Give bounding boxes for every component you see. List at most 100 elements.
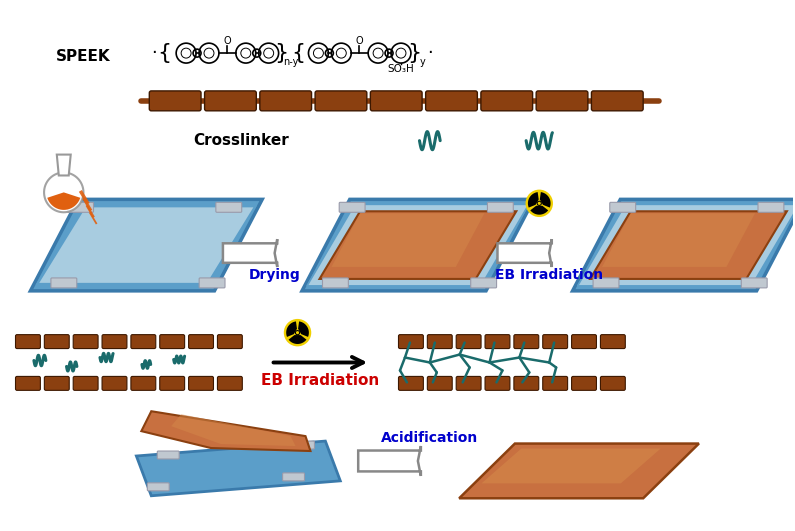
Circle shape — [537, 201, 542, 206]
FancyBboxPatch shape — [487, 202, 514, 212]
Polygon shape — [137, 441, 340, 496]
Polygon shape — [498, 239, 552, 267]
FancyBboxPatch shape — [591, 91, 643, 111]
Polygon shape — [482, 449, 661, 483]
FancyBboxPatch shape — [131, 335, 156, 348]
Text: ·: · — [427, 44, 432, 62]
FancyBboxPatch shape — [160, 376, 184, 390]
FancyBboxPatch shape — [323, 278, 348, 288]
Polygon shape — [577, 204, 795, 286]
FancyBboxPatch shape — [481, 91, 533, 111]
FancyBboxPatch shape — [485, 335, 510, 348]
FancyBboxPatch shape — [282, 473, 304, 481]
FancyBboxPatch shape — [102, 335, 127, 348]
Text: ·: · — [151, 44, 157, 62]
FancyBboxPatch shape — [370, 91, 422, 111]
Polygon shape — [540, 192, 551, 208]
Text: y: y — [420, 57, 426, 67]
Polygon shape — [590, 211, 787, 279]
Circle shape — [284, 319, 312, 346]
FancyBboxPatch shape — [456, 335, 481, 348]
FancyBboxPatch shape — [204, 91, 256, 111]
Polygon shape — [572, 199, 795, 291]
Polygon shape — [47, 192, 80, 210]
Polygon shape — [332, 213, 484, 267]
FancyBboxPatch shape — [514, 376, 539, 390]
Polygon shape — [307, 204, 529, 286]
FancyBboxPatch shape — [73, 335, 98, 348]
FancyBboxPatch shape — [218, 335, 242, 348]
FancyBboxPatch shape — [157, 451, 179, 459]
Polygon shape — [359, 446, 421, 476]
Text: SO₃H: SO₃H — [388, 64, 414, 74]
FancyBboxPatch shape — [149, 91, 201, 111]
FancyBboxPatch shape — [610, 202, 636, 212]
Polygon shape — [460, 443, 699, 498]
Text: }: } — [274, 43, 289, 63]
FancyBboxPatch shape — [572, 376, 596, 390]
FancyBboxPatch shape — [51, 278, 77, 288]
Polygon shape — [320, 211, 516, 279]
Polygon shape — [530, 205, 549, 215]
FancyBboxPatch shape — [398, 376, 424, 390]
FancyBboxPatch shape — [758, 202, 784, 212]
FancyBboxPatch shape — [68, 202, 94, 212]
FancyBboxPatch shape — [315, 91, 366, 111]
FancyBboxPatch shape — [425, 91, 477, 111]
Polygon shape — [289, 335, 306, 344]
FancyBboxPatch shape — [73, 376, 98, 390]
Text: O: O — [355, 36, 363, 46]
FancyBboxPatch shape — [543, 335, 568, 348]
FancyBboxPatch shape — [218, 376, 242, 390]
Text: }: } — [407, 43, 421, 63]
FancyBboxPatch shape — [485, 376, 510, 390]
FancyBboxPatch shape — [160, 335, 184, 348]
Polygon shape — [56, 155, 71, 175]
FancyBboxPatch shape — [216, 202, 242, 212]
Text: SPEEK: SPEEK — [56, 49, 111, 64]
FancyBboxPatch shape — [260, 91, 312, 111]
FancyBboxPatch shape — [16, 376, 41, 390]
Circle shape — [537, 202, 541, 205]
Text: {: { — [157, 43, 171, 63]
FancyBboxPatch shape — [471, 278, 497, 288]
FancyBboxPatch shape — [572, 335, 596, 348]
FancyBboxPatch shape — [456, 376, 481, 390]
FancyBboxPatch shape — [514, 335, 539, 348]
FancyBboxPatch shape — [593, 278, 619, 288]
Text: n-y: n-y — [283, 57, 298, 67]
FancyBboxPatch shape — [16, 335, 41, 348]
Text: EB Irradiation: EB Irradiation — [495, 268, 603, 282]
FancyBboxPatch shape — [741, 278, 767, 288]
FancyBboxPatch shape — [188, 335, 214, 348]
FancyBboxPatch shape — [102, 376, 127, 390]
Polygon shape — [30, 199, 262, 291]
FancyBboxPatch shape — [45, 376, 69, 390]
FancyBboxPatch shape — [398, 335, 424, 348]
FancyBboxPatch shape — [536, 91, 588, 111]
Polygon shape — [37, 207, 255, 284]
Text: Crosslinker: Crosslinker — [193, 133, 289, 148]
Polygon shape — [528, 192, 539, 208]
Polygon shape — [142, 411, 311, 451]
FancyBboxPatch shape — [131, 376, 156, 390]
Text: {: { — [292, 43, 305, 63]
Circle shape — [525, 190, 553, 217]
FancyBboxPatch shape — [188, 376, 214, 390]
FancyBboxPatch shape — [293, 441, 315, 449]
FancyBboxPatch shape — [147, 483, 169, 491]
FancyBboxPatch shape — [600, 376, 626, 390]
Polygon shape — [302, 199, 533, 291]
Polygon shape — [223, 239, 277, 267]
Circle shape — [295, 330, 301, 335]
Polygon shape — [602, 213, 755, 267]
Text: Acidification: Acidification — [382, 431, 479, 445]
Circle shape — [296, 331, 299, 334]
FancyBboxPatch shape — [543, 376, 568, 390]
Polygon shape — [298, 321, 309, 337]
Polygon shape — [44, 173, 83, 212]
Text: EB Irradiation: EB Irradiation — [262, 373, 379, 388]
Polygon shape — [171, 414, 296, 446]
FancyBboxPatch shape — [199, 278, 225, 288]
Text: Drying: Drying — [249, 268, 301, 282]
